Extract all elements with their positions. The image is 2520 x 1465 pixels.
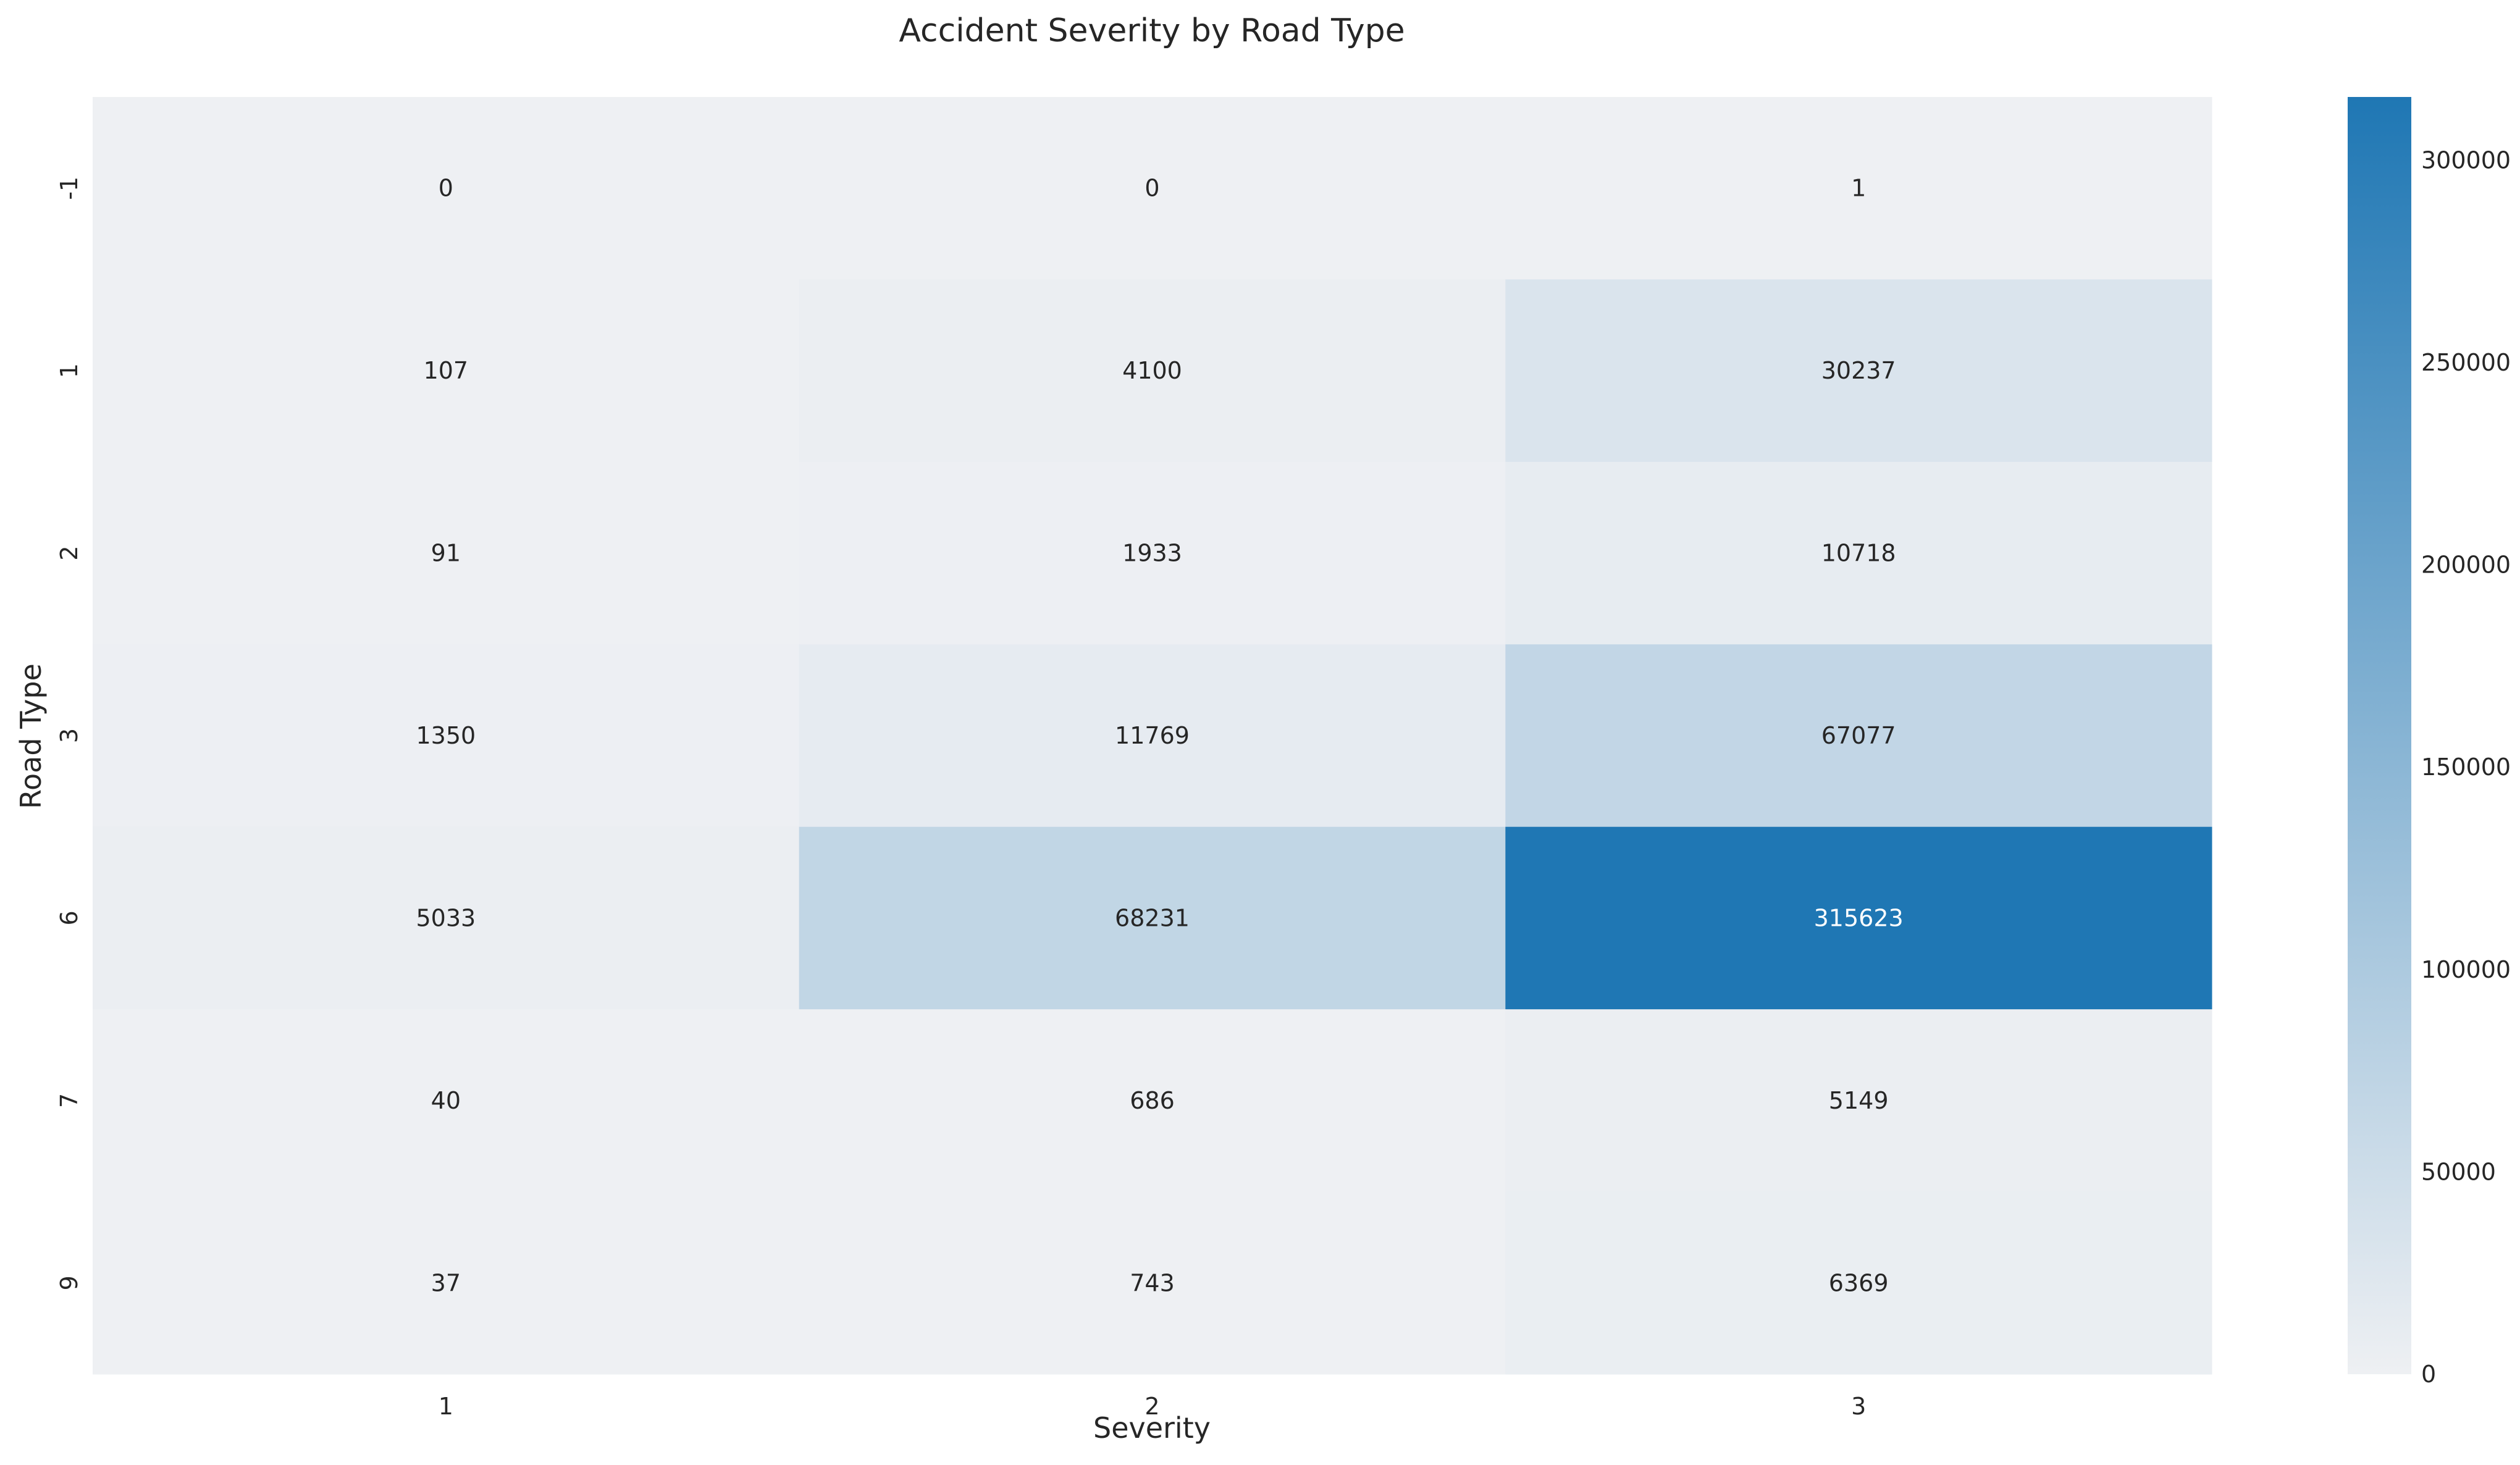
cell-value-label: 5033 xyxy=(416,904,476,931)
colorbar-tick-label: 300000 xyxy=(2421,146,2511,174)
colorbar-ticks: 0 50000 100000 150000 200000 250000 300000 xyxy=(2421,146,2511,1388)
y-tick-label: 6 xyxy=(56,910,83,925)
cell-value-label: 30237 xyxy=(1821,357,1896,384)
heatmap-cell xyxy=(799,1191,1506,1375)
heatmap-cell xyxy=(1505,461,2212,645)
x-tick-label: 1 xyxy=(439,1393,453,1420)
cell-value-label: 686 xyxy=(1130,1087,1175,1114)
heatmap-cell xyxy=(1505,279,2212,463)
heatmap-cell xyxy=(799,97,1506,280)
heatmap-cell xyxy=(799,461,1506,645)
y-axis-ticks: -1 1 2 3 6 7 9 xyxy=(56,177,83,1291)
cell-value-label: 67077 xyxy=(1821,722,1896,749)
heatmap-cell xyxy=(1505,1191,2212,1375)
cell-value-label: 40 xyxy=(431,1087,461,1114)
heatmap-cell-labels: 0 0 1 107 4100 30237 91 1933 10718 1350 11769 67077… xyxy=(416,175,1903,1297)
y-tick-label: 7 xyxy=(56,1093,83,1108)
heatmap-cell xyxy=(93,279,800,463)
x-axis-label: Severity xyxy=(1093,1411,1211,1445)
heatmap-cell xyxy=(93,97,800,280)
colorbar xyxy=(2348,97,2411,1374)
y-tick-label: 2 xyxy=(56,545,83,560)
cell-value-label: 743 xyxy=(1130,1269,1175,1296)
x-tick-label: 2 xyxy=(1144,1393,1159,1420)
heatmap-cell xyxy=(799,826,1506,1010)
y-tick-label: -1 xyxy=(56,177,83,200)
heatmap-cell xyxy=(93,1009,800,1193)
heatmap-cell xyxy=(93,826,800,1010)
heatmap-cell xyxy=(799,644,1506,828)
heatmap-cell xyxy=(799,1009,1506,1193)
colorbar-tick-label: 0 xyxy=(2421,1361,2436,1388)
cell-value-label: 1 xyxy=(1851,175,1866,202)
colorbar-tick-label: 150000 xyxy=(2421,753,2511,781)
cell-value-label: 4100 xyxy=(1122,357,1182,384)
cell-value-label: 91 xyxy=(431,540,461,567)
cell-value-label: 6369 xyxy=(1829,1269,1889,1296)
heatmap-cell xyxy=(93,461,800,645)
colorbar-tick-label: 100000 xyxy=(2421,956,2511,983)
heatmap-cell xyxy=(1505,826,2212,1010)
heatmap-cell xyxy=(93,1191,800,1375)
cell-value-label: 68231 xyxy=(1115,904,1190,931)
chart-title: Accident Severity by Road Type xyxy=(899,12,1405,49)
cell-value-label: 0 xyxy=(439,175,453,202)
heatmap-cells xyxy=(93,97,2212,1375)
heatmap-cell xyxy=(1505,97,2212,280)
heatmap-cell xyxy=(1505,1009,2212,1193)
cell-value-label: 1933 xyxy=(1122,540,1182,567)
colorbar-tick-label: 50000 xyxy=(2421,1158,2496,1185)
heatmap-cell xyxy=(799,279,1506,463)
cell-value-label: 37 xyxy=(431,1269,461,1296)
cell-value-label: 5149 xyxy=(1829,1087,1889,1114)
heatmap-cell xyxy=(93,644,800,828)
y-tick-label: 1 xyxy=(56,363,83,378)
x-tick-label: 3 xyxy=(1851,1393,1866,1420)
cell-value-label: 10718 xyxy=(1821,540,1896,567)
colorbar-tick-label: 200000 xyxy=(2421,552,2511,579)
cell-value-label: 107 xyxy=(424,357,469,384)
y-tick-label: 3 xyxy=(56,728,83,743)
cell-value-label: 0 xyxy=(1144,175,1159,202)
y-tick-label: 9 xyxy=(56,1275,83,1290)
x-axis-ticks: 1 2 3 xyxy=(439,1393,1867,1420)
cell-value-label: 315623 xyxy=(1814,904,1904,931)
cell-value-label: 1350 xyxy=(416,722,476,749)
cell-value-label: 11769 xyxy=(1115,722,1190,749)
colorbar-tick-label: 250000 xyxy=(2421,349,2511,376)
y-axis-label: Road Type xyxy=(14,663,48,809)
heatmap-cell xyxy=(1505,644,2212,828)
